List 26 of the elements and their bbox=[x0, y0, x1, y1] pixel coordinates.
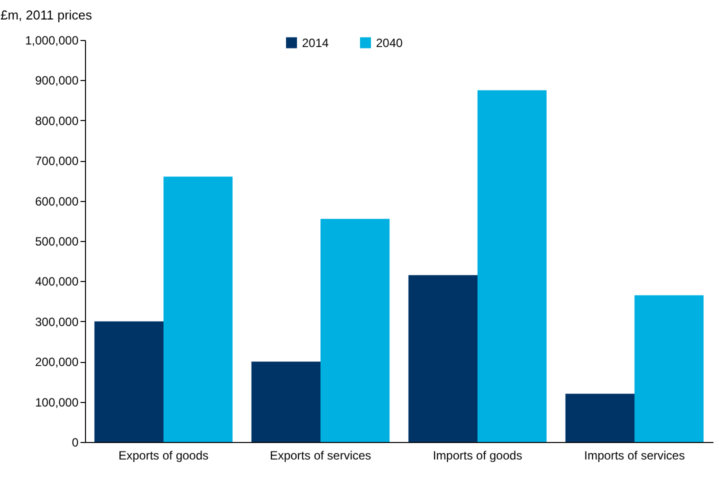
y-axis-title: £m, 2011 prices bbox=[0, 8, 93, 22]
y-tick-label: 600,000 bbox=[35, 194, 79, 208]
y-tick-label: 800,000 bbox=[35, 114, 79, 128]
bar bbox=[634, 295, 704, 442]
y-tick-label: 500,000 bbox=[35, 234, 79, 248]
x-tick-label: Imports of goods bbox=[432, 448, 522, 462]
bar bbox=[565, 394, 634, 442]
y-tick-label: 400,000 bbox=[35, 274, 79, 289]
y-tick-label: 900,000 bbox=[35, 74, 79, 88]
y-tick-label: 300,000 bbox=[35, 314, 79, 329]
x-tick-label: Exports of services bbox=[270, 448, 372, 462]
bar bbox=[164, 176, 233, 442]
y-tick-label: 1,000,000 bbox=[25, 34, 79, 48]
y-tick-label: 100,000 bbox=[35, 395, 79, 410]
legend-label: 2014 bbox=[302, 36, 330, 50]
y-tick-label: 700,000 bbox=[35, 154, 79, 168]
bar bbox=[478, 90, 547, 442]
y-tick-label: 200,000 bbox=[35, 355, 79, 370]
legend-label: 2040 bbox=[376, 36, 404, 50]
x-tick-label: Imports of services bbox=[584, 448, 685, 462]
bar bbox=[408, 275, 478, 442]
x-tick-label: Exports of goods bbox=[118, 448, 209, 462]
bar bbox=[320, 218, 390, 442]
bar bbox=[251, 362, 320, 442]
y-tick-label: 0 bbox=[72, 436, 79, 450]
bar bbox=[94, 321, 164, 442]
